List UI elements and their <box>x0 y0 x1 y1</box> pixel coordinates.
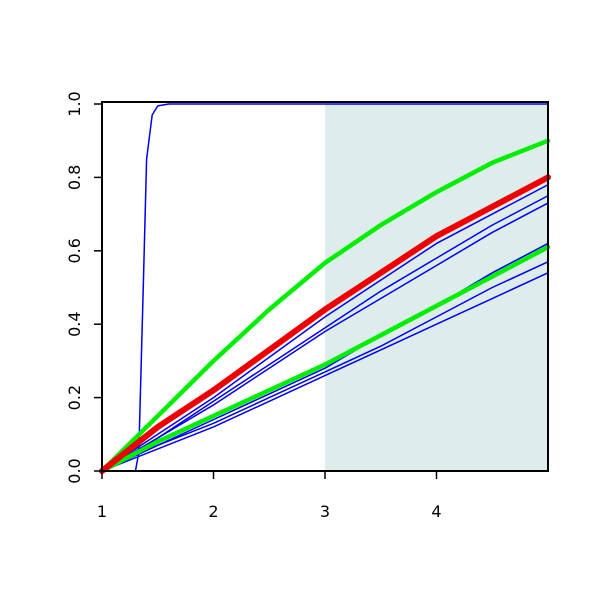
y-tick-label: 0.2 <box>65 385 84 410</box>
curve <box>99 244 551 474</box>
y-tick-label: 0.4 <box>65 311 84 336</box>
curve <box>101 195 549 472</box>
x-tick-label: 1 <box>97 502 107 521</box>
y-tick-label: 0.6 <box>65 238 84 263</box>
x-tick-label: 3 <box>320 502 330 521</box>
y-tick-label: 0.8 <box>65 165 84 190</box>
y-tick-label: 0.0 <box>65 458 84 483</box>
curve <box>101 272 549 472</box>
curve <box>99 174 551 474</box>
y-tick-label: 1.0 <box>65 91 84 116</box>
x-tick-label: 2 <box>208 502 218 521</box>
curve <box>101 202 549 472</box>
curve <box>101 103 549 472</box>
x-tick-label: 4 <box>431 502 441 521</box>
curve <box>99 138 551 474</box>
curve <box>101 261 549 472</box>
curve <box>101 183 549 472</box>
